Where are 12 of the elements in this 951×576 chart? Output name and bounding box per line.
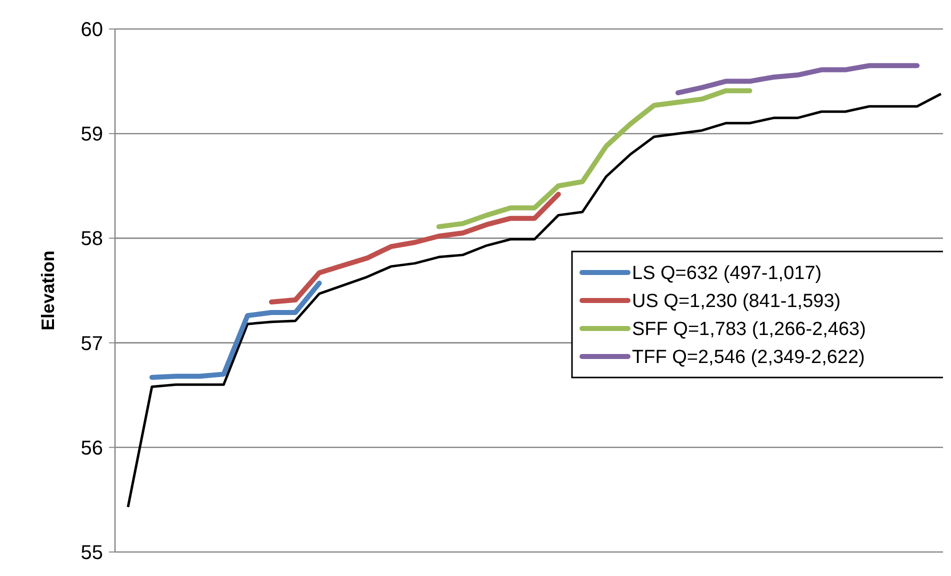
y-tick-label: 60 bbox=[80, 19, 103, 41]
y-tick-label: 58 bbox=[80, 228, 103, 250]
legend-label: US Q=1,230 (841-1,593) bbox=[632, 291, 841, 312]
legend-label: LS Q=632 (497-1,017) bbox=[632, 263, 822, 284]
line-series bbox=[126, 92, 942, 508]
y-axis-title: Elevation bbox=[38, 250, 58, 331]
legend-label: TFF Q=2,546 (2,349-2,622) bbox=[632, 347, 865, 368]
y-tick-label: 56 bbox=[80, 437, 103, 460]
legend-label: SFF Q=1,783 (1,266-2,463) bbox=[632, 319, 866, 340]
y-tick-label: 57 bbox=[80, 332, 103, 355]
y-tick-label: 55 bbox=[80, 542, 103, 564]
y-tick-label: 59 bbox=[80, 124, 103, 146]
